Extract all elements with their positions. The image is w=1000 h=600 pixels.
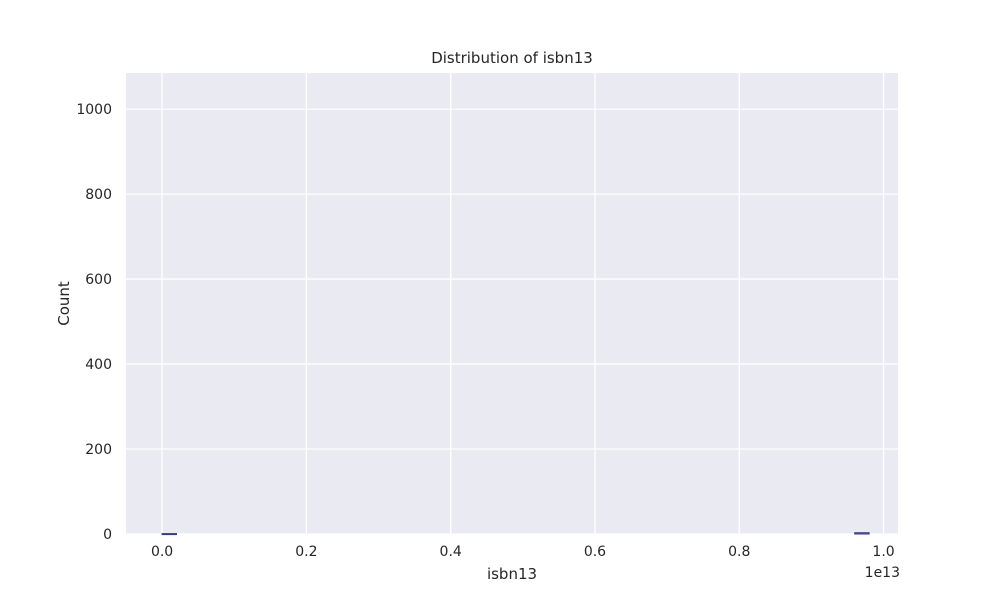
y-tick-label: 0: [103, 527, 112, 543]
y-tick-label: 600: [85, 272, 112, 288]
chart-title: Distribution of isbn13: [431, 49, 593, 67]
x-tick-label: 0.8: [728, 544, 750, 560]
x-axis-offset-label: 1e13: [865, 565, 900, 581]
y-tick-label: 400: [85, 357, 112, 373]
y-axis-ticks: 0 200 400 600 800 1000: [76, 102, 112, 543]
x-tick-label: 0.2: [295, 544, 317, 560]
y-tick-label: 800: [85, 187, 112, 203]
y-tick-label: 1000: [76, 102, 112, 118]
x-axis-ticks: 0.0 0.2 0.4 0.6 0.8 1.0: [151, 544, 895, 560]
histogram-bar: [161, 533, 178, 536]
x-axis-label: isbn13: [487, 565, 537, 583]
x-tick-label: 0.6: [584, 544, 606, 560]
y-axis-label: Count: [55, 281, 73, 326]
plot-area: [126, 73, 898, 534]
histogram-bar: [854, 532, 870, 535]
histogram-bars: [161, 532, 870, 536]
x-tick-label: 0.0: [151, 544, 173, 560]
x-tick-label: 0.4: [440, 544, 462, 560]
x-tick-label: 1.0: [872, 544, 894, 560]
grid-lines: [126, 73, 898, 535]
y-tick-label: 200: [85, 442, 112, 458]
